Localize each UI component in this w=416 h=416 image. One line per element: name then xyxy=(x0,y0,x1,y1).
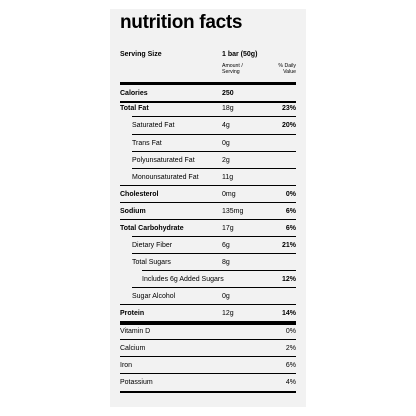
nutrition-title: nutrition facts xyxy=(120,12,243,33)
row-divider xyxy=(120,339,296,340)
row-divider xyxy=(132,151,296,152)
nutrient-daily-value: 6% xyxy=(285,208,296,215)
nutrient-row-total-fat: Total Fat 18g 23% xyxy=(120,100,296,117)
nutrient-name: Dietary Fiber xyxy=(132,242,173,249)
nutrient-daily-value: 0% xyxy=(285,328,296,335)
nutrient-name: Cholesterol xyxy=(120,191,159,198)
nutrient-daily-value: 12% xyxy=(281,276,296,283)
nutrient-daily-value: 21% xyxy=(281,242,296,249)
nutrient-name: Polyunsaturated Fat xyxy=(132,157,195,164)
nutrient-name: Trans Fat xyxy=(132,140,162,147)
nutrient-row-potassium: Potassium 4% xyxy=(120,374,296,391)
serving-size-value: 1 bar (50g) xyxy=(222,51,258,58)
nutrient-amount: 0mg xyxy=(222,191,236,198)
bottom-divider xyxy=(120,391,296,393)
nutrient-amount: 0g xyxy=(222,140,230,147)
nutrient-amount: 250 xyxy=(222,90,234,97)
row-divider xyxy=(142,270,296,271)
nutrient-row-calories: Calories 250 xyxy=(120,85,296,102)
nutrient-row-iron: Iron 6% xyxy=(120,357,296,374)
nutrient-row-total-carbohydrate: Total Carbohydrate 17g 6% xyxy=(120,220,296,237)
nutrient-daily-value: 0% xyxy=(285,191,296,198)
nutrient-name: Saturated Fat xyxy=(132,122,175,129)
nutrient-name: Sodium xyxy=(120,208,146,215)
nutrient-amount: 2g xyxy=(222,157,230,164)
nutrient-name: Vitamin D xyxy=(120,328,151,335)
nutrient-daily-value: 23% xyxy=(281,105,296,112)
nutrient-daily-value: 6% xyxy=(285,362,296,369)
nutrient-name: Protein xyxy=(120,310,145,317)
nutrient-daily-value: 4% xyxy=(285,379,296,386)
thick-divider-top xyxy=(120,82,296,85)
row-divider xyxy=(120,185,296,186)
row-divider xyxy=(120,356,296,357)
nutrient-row-added-sugars: Includes 6g Added Sugars 12% xyxy=(120,271,296,288)
nutrient-amount: 8g xyxy=(222,259,230,266)
row-divider xyxy=(132,116,296,117)
nutrient-amount: 6g xyxy=(222,242,230,249)
nutrient-row-calcium: Calcium 2% xyxy=(120,340,296,357)
row-divider xyxy=(120,304,296,305)
nutrient-amount: 0g xyxy=(222,293,230,300)
nutrient-name: Total Carbohydrate xyxy=(120,225,184,232)
row-divider xyxy=(120,202,296,203)
nutrient-name: Includes 6g Added Sugars xyxy=(142,276,224,283)
row-divider xyxy=(132,287,296,288)
nutrient-amount: 18g xyxy=(222,105,234,112)
nutrient-name: Sugar Alcohol xyxy=(132,293,176,300)
nutrient-name: Calories xyxy=(120,90,148,97)
nutrient-name: Monounsaturated Fat xyxy=(132,174,199,181)
nutrition-facts-panel xyxy=(110,9,306,407)
nutrient-name: Potassium xyxy=(120,379,153,386)
nutrient-amount: 135mg xyxy=(222,208,244,215)
row-divider xyxy=(120,373,296,374)
daily-value-header: % Daily Value xyxy=(278,63,296,75)
nutrient-row-cholesterol: Cholesterol 0mg 0% xyxy=(120,186,296,203)
nutrient-row-protein: Protein 12g 14% xyxy=(120,305,296,322)
nutrient-daily-value: 6% xyxy=(285,225,296,232)
nutrient-row-dietary-fiber: Dietary Fiber 6g 21% xyxy=(120,237,296,254)
nutrient-name: Calcium xyxy=(120,345,146,352)
nutrient-daily-value: 2% xyxy=(285,345,296,352)
nutrient-row-trans-fat: Trans Fat 0g xyxy=(120,135,296,152)
row-divider xyxy=(132,168,296,169)
nutrient-name: Iron xyxy=(120,362,133,369)
row-divider xyxy=(132,134,296,135)
nutrient-row-sodium: Sodium 135mg 6% xyxy=(120,203,296,220)
nutrient-daily-value: 14% xyxy=(281,310,296,317)
row-divider xyxy=(132,236,296,237)
nutrient-row-vitamin-d: Vitamin D 0% xyxy=(120,323,296,340)
nutrient-row-total-sugars: Total Sugars 8g xyxy=(120,254,296,271)
serving-size-row: Serving Size 1 bar (50g) xyxy=(120,51,296,61)
nutrient-row-monounsaturated-fat: Monounsaturated Fat 11g xyxy=(120,169,296,186)
row-divider xyxy=(132,253,296,254)
row-divider xyxy=(120,219,296,220)
nutrient-name: Total Sugars xyxy=(132,259,171,266)
thick-divider-calories xyxy=(120,101,296,103)
amount-per-serving-header: Amount / Serving xyxy=(222,63,243,75)
thick-divider-vitamins xyxy=(120,321,296,325)
nutrient-row-polyunsaturated-fat: Polyunsaturated Fat 2g xyxy=(120,152,296,169)
nutrient-daily-value: 20% xyxy=(281,122,296,129)
nutrient-amount: 4g xyxy=(222,122,230,129)
serving-size-label: Serving Size xyxy=(120,51,162,58)
nutrient-amount: 11g xyxy=(222,174,234,181)
column-headers: Amount / Serving % Daily Value xyxy=(120,63,296,81)
nutrient-name: Total Fat xyxy=(120,105,149,112)
nutrient-row-saturated-fat: Saturated Fat 4g 20% xyxy=(120,117,296,134)
nutrient-row-sugar-alcohol: Sugar Alcohol 0g xyxy=(120,288,296,305)
nutrient-amount: 17g xyxy=(222,225,234,232)
nutrient-amount: 12g xyxy=(222,310,234,317)
